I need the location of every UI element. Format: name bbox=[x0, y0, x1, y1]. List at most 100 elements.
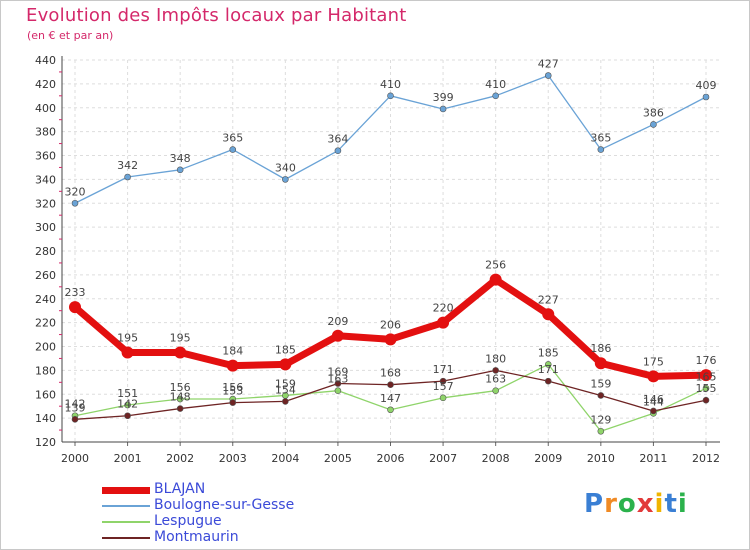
data-label-blajan: 256 bbox=[485, 259, 506, 272]
y-tick-label: 120 bbox=[35, 436, 56, 449]
data-point-montmaurin bbox=[387, 381, 394, 389]
data-label-montmaurin: 155 bbox=[696, 382, 717, 395]
data-point-montmaurin bbox=[702, 396, 710, 404]
data-point-boulogne-sur-gesse bbox=[229, 146, 237, 153]
data-label-blajan: 195 bbox=[170, 331, 191, 344]
data-point-blajan bbox=[542, 308, 555, 321]
data-label-montmaurin: 154 bbox=[275, 383, 296, 396]
data-label-lespugue: 159 bbox=[275, 377, 296, 390]
axes bbox=[59, 56, 720, 446]
data-point-montmaurin bbox=[597, 392, 605, 399]
legend-swatch bbox=[102, 537, 150, 539]
legend-swatch bbox=[102, 521, 150, 523]
data-point-boulogne-sur-gesse bbox=[71, 199, 79, 207]
data-point-montmaurin bbox=[124, 412, 131, 420]
data-label-montmaurin: 139 bbox=[65, 401, 86, 414]
data-label-montmaurin: 168 bbox=[380, 367, 401, 380]
data-label-montmaurin: 180 bbox=[485, 352, 506, 365]
data-point-boulogne-sur-gesse bbox=[492, 92, 499, 100]
x-tick-label: 2005 bbox=[324, 452, 352, 465]
legend-label: Lespugue bbox=[154, 513, 222, 529]
logo-letter: x bbox=[636, 489, 655, 519]
x-tick-label: 2003 bbox=[219, 452, 247, 465]
data-point-montmaurin bbox=[334, 380, 342, 387]
data-label-boulogne-sur-gesse: 348 bbox=[170, 152, 191, 165]
proxiti-logo: Proxiti bbox=[584, 489, 688, 519]
chart-subtitle: (en € et par an) bbox=[27, 29, 114, 42]
data-point-blajan bbox=[384, 333, 397, 346]
data-point-lespugue bbox=[702, 384, 710, 392]
x-tick-label: 2010 bbox=[587, 452, 615, 465]
data-label-blajan: 186 bbox=[590, 342, 611, 355]
data-label-lespugue: 165 bbox=[696, 370, 717, 383]
y-tick-label: 140 bbox=[35, 412, 56, 425]
y-tick-label: 300 bbox=[35, 221, 56, 234]
x-tick-label: 2007 bbox=[429, 452, 457, 465]
data-label-blajan: 184 bbox=[222, 345, 243, 358]
data-label-montmaurin: 142 bbox=[117, 398, 138, 411]
data-label-boulogne-sur-gesse: 427 bbox=[538, 58, 559, 71]
data-point-boulogne-sur-gesse bbox=[176, 166, 184, 174]
data-point-blajan bbox=[594, 357, 607, 370]
data-label-montmaurin: 171 bbox=[433, 363, 454, 376]
data-label-blajan: 227 bbox=[538, 293, 559, 306]
data-label-lespugue: 142 bbox=[65, 398, 86, 411]
data-label-montmaurin: 148 bbox=[170, 391, 191, 404]
data-point-blajan bbox=[489, 273, 502, 286]
data-point-boulogne-sur-gesse bbox=[597, 146, 605, 153]
y-tick-labels: 120 140 160 180 200 220 240 260 280 300 320 340 360 3… bbox=[35, 54, 56, 449]
x-tick-label: 2004 bbox=[271, 452, 299, 465]
data-label-blajan: 206 bbox=[380, 318, 401, 331]
data-point-lespugue bbox=[439, 394, 447, 402]
data-label-boulogne-sur-gesse: 364 bbox=[327, 133, 348, 146]
series-lines bbox=[69, 72, 712, 435]
data-point-lespugue bbox=[334, 387, 342, 394]
data-label-montmaurin: 169 bbox=[327, 366, 348, 379]
data-point-montmaurin bbox=[176, 405, 184, 412]
legend-label: BLAJAN bbox=[154, 481, 206, 497]
data-label-blajan: 209 bbox=[327, 315, 348, 328]
data-point-boulogne-sur-gesse bbox=[439, 105, 447, 113]
x-tick-label: 2001 bbox=[114, 452, 142, 465]
data-label-lespugue: 163 bbox=[327, 373, 348, 386]
data-point-blajan bbox=[437, 316, 450, 329]
data-point-lespugue bbox=[124, 401, 131, 409]
data-label-lespugue: 144 bbox=[643, 395, 664, 408]
data-point-boulogne-sur-gesse bbox=[544, 72, 552, 79]
data-label-montmaurin: 159 bbox=[590, 377, 611, 390]
data-label-boulogne-sur-gesse: 399 bbox=[433, 91, 454, 104]
data-point-blajan bbox=[226, 359, 239, 372]
y-tick-label: 220 bbox=[35, 317, 56, 330]
data-label-blajan: 195 bbox=[117, 331, 138, 344]
data-point-lespugue bbox=[544, 361, 552, 368]
data-labels: 320 342 348 365 340 364 410 399 410 427 365 386 409 1… bbox=[65, 58, 717, 427]
logo-letter: t bbox=[664, 489, 678, 519]
y-tick-label: 200 bbox=[35, 341, 56, 354]
data-point-montmaurin bbox=[544, 377, 552, 385]
data-label-montmaurin: 146 bbox=[643, 393, 664, 406]
data-point-blajan bbox=[647, 370, 660, 383]
y-tick-label: 340 bbox=[35, 173, 56, 186]
data-point-blajan bbox=[174, 346, 187, 359]
data-point-boulogne-sur-gesse bbox=[282, 176, 289, 183]
data-label-lespugue: 151 bbox=[117, 387, 138, 400]
data-label-blajan: 233 bbox=[65, 286, 86, 299]
y-tick-label: 360 bbox=[35, 150, 56, 163]
y-tick-label: 420 bbox=[35, 78, 56, 91]
y-tick-label: 320 bbox=[35, 197, 56, 210]
x-tick-label: 2012 bbox=[692, 452, 720, 465]
x-tick-label: 2009 bbox=[534, 452, 562, 465]
data-label-lespugue: 129 bbox=[590, 413, 611, 426]
data-point-boulogne-sur-gesse bbox=[387, 92, 394, 100]
y-tick-label: 180 bbox=[35, 364, 56, 377]
data-point-montmaurin bbox=[492, 367, 499, 374]
x-tick-label: 2008 bbox=[482, 452, 510, 465]
data-label-blajan: 220 bbox=[433, 302, 454, 315]
logo-letter: P bbox=[584, 489, 605, 519]
data-point-lespugue bbox=[387, 406, 394, 414]
data-label-boulogne-sur-gesse: 410 bbox=[485, 78, 506, 91]
x-tick-label: 2011 bbox=[639, 452, 667, 465]
data-label-boulogne-sur-gesse: 320 bbox=[65, 185, 86, 198]
data-label-lespugue: 156 bbox=[222, 381, 243, 394]
